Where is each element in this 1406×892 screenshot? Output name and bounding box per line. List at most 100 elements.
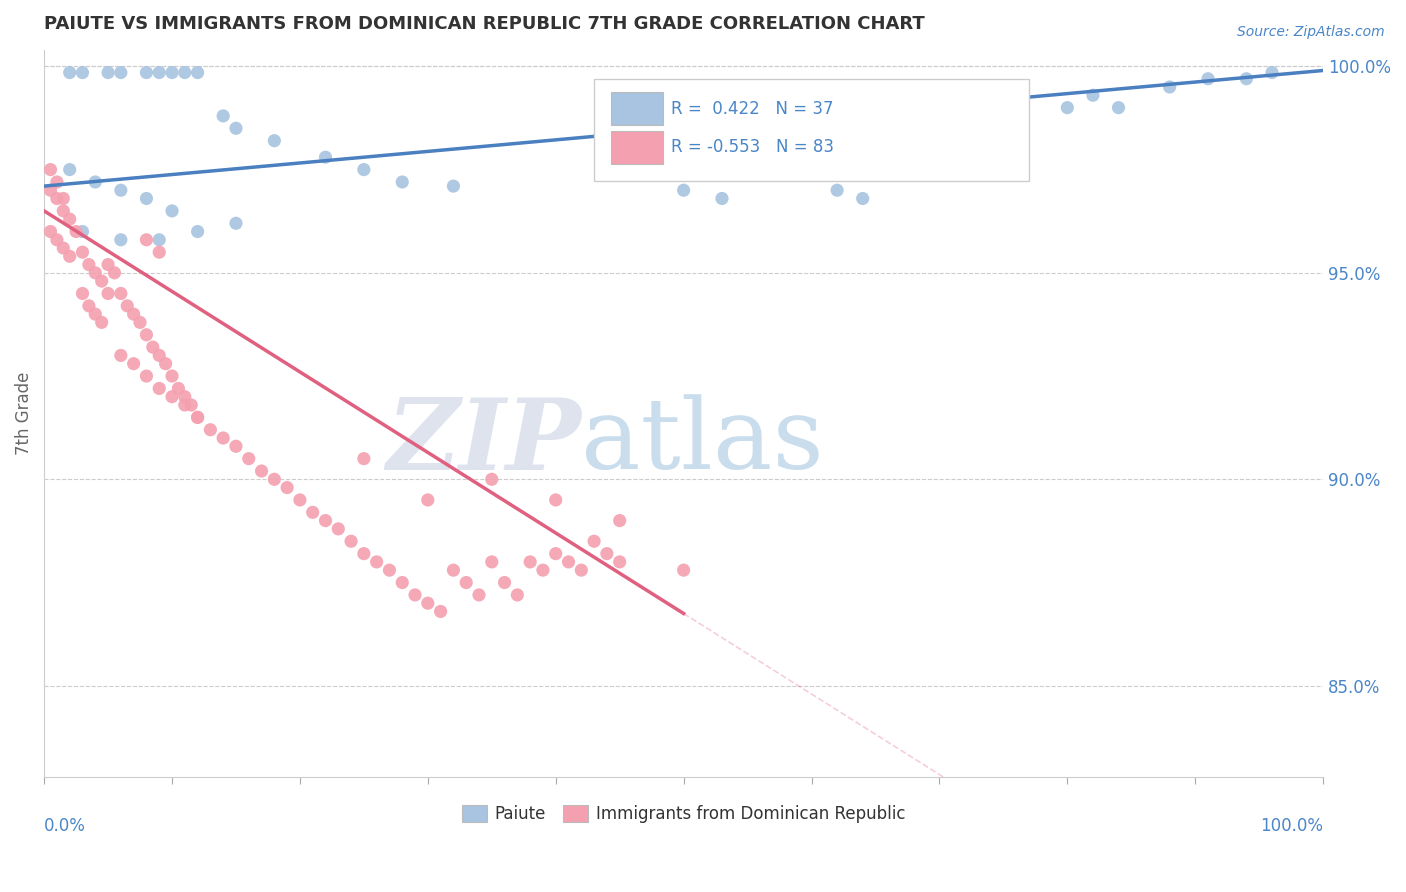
Point bbox=[378, 563, 401, 577]
Point bbox=[84, 175, 107, 189]
Point bbox=[59, 162, 82, 177]
Text: 0.0%: 0.0% bbox=[44, 816, 86, 835]
Point bbox=[212, 431, 235, 445]
Legend: Paiute, Immigrants from Dominican Republic: Paiute, Immigrants from Dominican Republ… bbox=[456, 798, 912, 830]
Point bbox=[72, 286, 94, 301]
Point bbox=[167, 381, 190, 395]
Point bbox=[288, 492, 311, 507]
Point bbox=[212, 109, 235, 123]
Text: ZIP: ZIP bbox=[387, 394, 581, 491]
Point bbox=[531, 563, 554, 577]
Point bbox=[173, 390, 195, 404]
Point bbox=[416, 492, 439, 507]
Point bbox=[441, 563, 464, 577]
Point bbox=[72, 245, 94, 260]
Point bbox=[263, 134, 285, 148]
Point bbox=[52, 241, 75, 255]
Point bbox=[391, 575, 413, 590]
Point bbox=[110, 183, 132, 197]
Point bbox=[155, 357, 177, 371]
Point bbox=[97, 258, 120, 272]
Point bbox=[103, 266, 125, 280]
Point bbox=[148, 381, 170, 395]
Text: PAIUTE VS IMMIGRANTS FROM DOMINICAN REPUBLIC 7TH GRADE CORRELATION CHART: PAIUTE VS IMMIGRANTS FROM DOMINICAN REPU… bbox=[44, 15, 925, 33]
Point bbox=[72, 225, 94, 239]
Point bbox=[276, 481, 298, 495]
Point bbox=[187, 410, 209, 425]
Point bbox=[416, 596, 439, 610]
Point bbox=[481, 555, 503, 569]
Point bbox=[672, 563, 695, 577]
Point bbox=[225, 216, 247, 230]
Point bbox=[90, 274, 112, 288]
Point bbox=[65, 225, 87, 239]
Point bbox=[97, 65, 120, 79]
Point bbox=[110, 233, 132, 247]
Point bbox=[39, 225, 62, 239]
Point bbox=[160, 203, 183, 218]
Point bbox=[672, 183, 695, 197]
FancyBboxPatch shape bbox=[610, 92, 664, 126]
Point bbox=[52, 203, 75, 218]
Point bbox=[481, 472, 503, 486]
Point bbox=[544, 547, 567, 561]
Point bbox=[1261, 65, 1284, 79]
Point bbox=[110, 65, 132, 79]
Point bbox=[173, 65, 195, 79]
Point bbox=[315, 514, 337, 528]
Point bbox=[52, 192, 75, 206]
Point bbox=[596, 547, 619, 561]
Point bbox=[148, 245, 170, 260]
Point bbox=[45, 233, 67, 247]
Point bbox=[711, 192, 734, 206]
FancyBboxPatch shape bbox=[610, 130, 664, 164]
Point bbox=[250, 464, 273, 478]
Point bbox=[135, 369, 157, 384]
FancyBboxPatch shape bbox=[595, 78, 1029, 181]
Point bbox=[77, 258, 100, 272]
Point bbox=[117, 299, 139, 313]
Text: 100.0%: 100.0% bbox=[1260, 816, 1323, 835]
Text: atlas: atlas bbox=[581, 394, 824, 491]
Point bbox=[468, 588, 491, 602]
Point bbox=[391, 175, 413, 189]
Point bbox=[353, 547, 375, 561]
Point bbox=[148, 65, 170, 79]
Point bbox=[1108, 101, 1130, 115]
Point bbox=[340, 534, 363, 549]
Point bbox=[110, 286, 132, 301]
Point bbox=[569, 563, 592, 577]
Point bbox=[429, 604, 451, 618]
Point bbox=[135, 65, 157, 79]
Y-axis label: 7th Grade: 7th Grade bbox=[15, 372, 32, 455]
Point bbox=[39, 162, 62, 177]
Point bbox=[1056, 101, 1078, 115]
Point bbox=[160, 390, 183, 404]
Point bbox=[609, 555, 631, 569]
Point bbox=[187, 225, 209, 239]
Point bbox=[225, 121, 247, 136]
Point bbox=[494, 575, 516, 590]
Point bbox=[852, 192, 875, 206]
Point bbox=[129, 315, 152, 329]
Point bbox=[160, 65, 183, 79]
Point bbox=[404, 588, 426, 602]
Point bbox=[122, 357, 145, 371]
Point bbox=[135, 327, 157, 342]
Point bbox=[135, 233, 157, 247]
Point bbox=[59, 249, 82, 263]
Point bbox=[84, 307, 107, 321]
Point bbox=[1234, 71, 1257, 86]
Point bbox=[77, 299, 100, 313]
Point bbox=[506, 588, 529, 602]
Point bbox=[148, 348, 170, 362]
Point bbox=[110, 348, 132, 362]
Text: R = -0.553   N = 83: R = -0.553 N = 83 bbox=[671, 138, 834, 156]
Point bbox=[180, 398, 202, 412]
Point bbox=[315, 150, 337, 164]
Point bbox=[825, 183, 848, 197]
Point bbox=[263, 472, 285, 486]
Point bbox=[97, 286, 120, 301]
Point bbox=[301, 505, 323, 519]
Point bbox=[353, 451, 375, 466]
